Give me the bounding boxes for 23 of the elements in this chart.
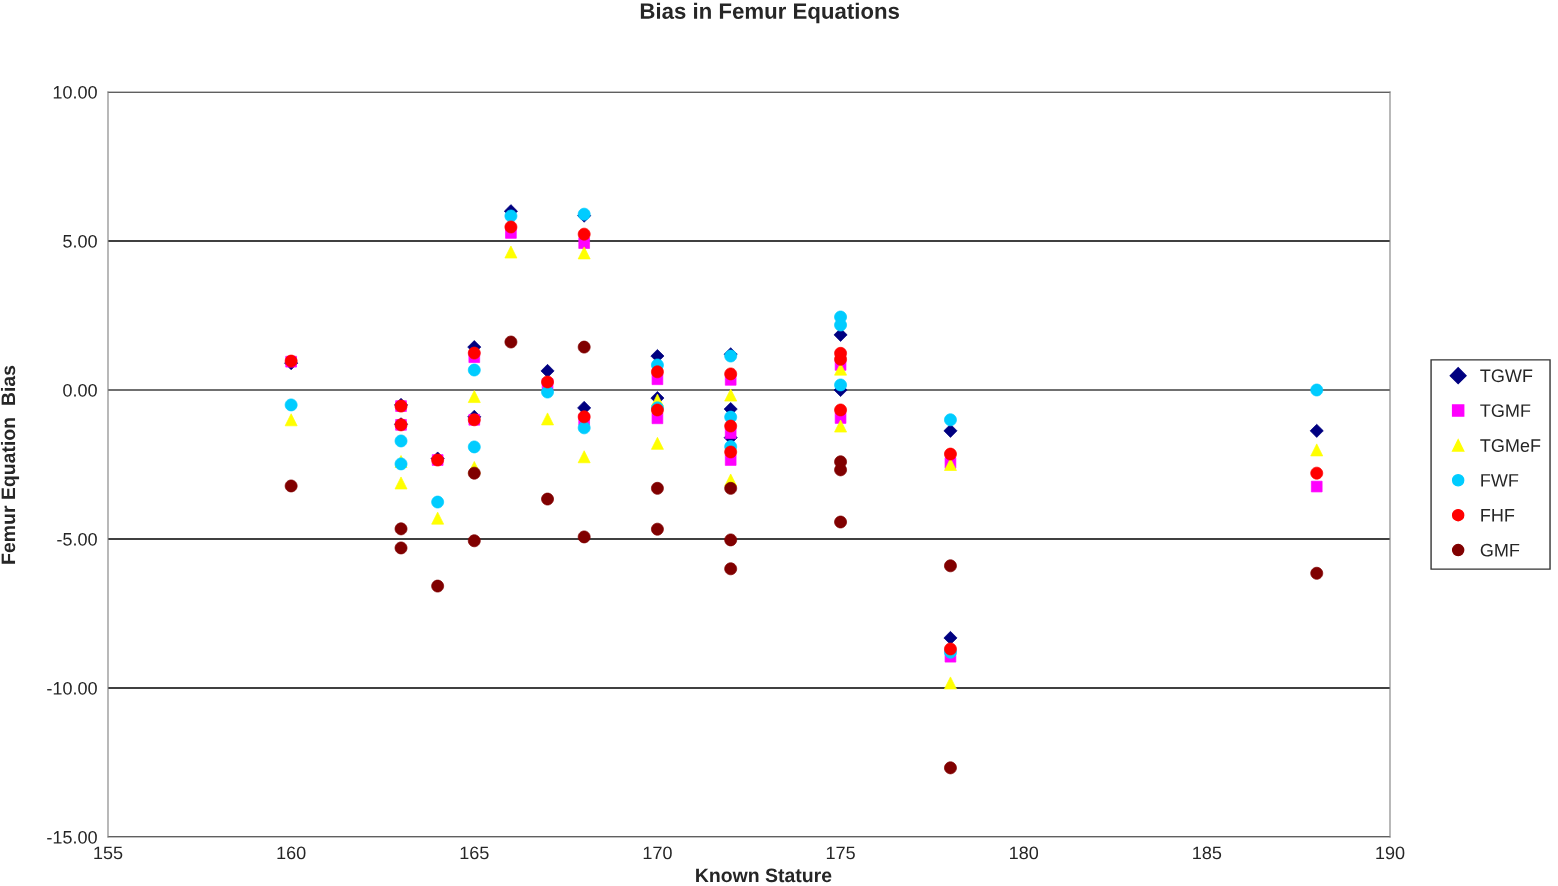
y-tick-label: -5.00 bbox=[57, 532, 97, 546]
x-tick-label: 180 bbox=[1010, 846, 1039, 860]
x-tick-label: 170 bbox=[643, 846, 672, 860]
y-axis-title: Femur Equation Bias bbox=[0, 365, 20, 564]
legend-label: TGMF bbox=[1480, 404, 1531, 418]
y-tick-label: -15.00 bbox=[47, 830, 97, 844]
x-tick-label: 160 bbox=[277, 846, 306, 860]
legend-label: FHF bbox=[1481, 509, 1515, 522]
x-tick-label: 190 bbox=[1376, 846, 1405, 860]
chart-title: Bias in Femur Equations bbox=[640, 2, 900, 24]
legend-label: FWF bbox=[1481, 474, 1519, 487]
y-tick-label: 5.00 bbox=[63, 234, 97, 248]
x-tick-label: 165 bbox=[460, 846, 489, 860]
y-tick-label: 0.00 bbox=[63, 383, 97, 397]
legend-label: TGMeF bbox=[1480, 439, 1541, 452]
x-tick-label: 185 bbox=[1193, 846, 1222, 860]
x-axis-title: Known Stature bbox=[696, 868, 832, 883]
x-tick-label: 175 bbox=[826, 846, 855, 860]
x-tick-label: 155 bbox=[94, 846, 123, 860]
y-tick-label: 10.00 bbox=[53, 85, 97, 99]
legend-label: TGWF bbox=[1480, 369, 1533, 383]
legend-label: GMF bbox=[1480, 543, 1520, 557]
y-tick-label: -10.00 bbox=[47, 681, 97, 695]
